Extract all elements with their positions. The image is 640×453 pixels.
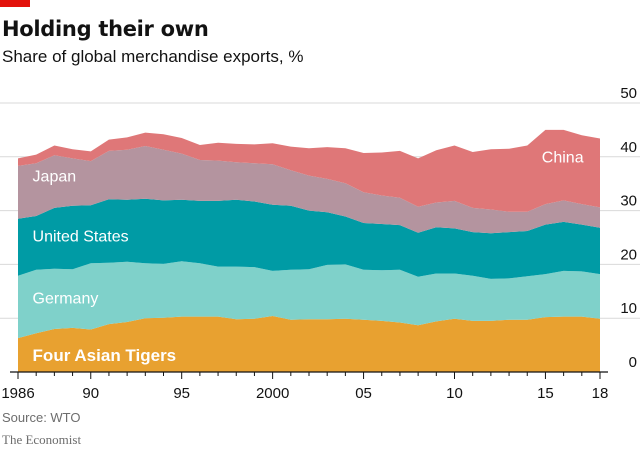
y-tick-label-50: 50 [620, 85, 637, 102]
y-tick-label-20: 20 [620, 246, 637, 263]
brand-label: The Economist [2, 432, 82, 447]
series-label-four-asian-tigers: Four Asian Tigers [33, 346, 177, 365]
area-japan [18, 146, 600, 234]
brand-red-bar [0, 0, 30, 7]
chart-subtitle: Share of global merchandise exports, % [2, 47, 304, 66]
series-label-germany: Germany [33, 291, 99, 308]
areas [18, 129, 600, 372]
source-note: Source: WTO [2, 410, 81, 425]
area-germany [18, 261, 600, 339]
series-label-china: China [542, 150, 584, 167]
x-tick-label-2005: 05 [355, 385, 372, 402]
series-label-japan: Japan [33, 169, 77, 186]
chart-title: Holding their own [2, 17, 209, 41]
x-tick-label-1995: 95 [173, 385, 190, 402]
series-label-united-states: United States [33, 228, 129, 245]
x-tick-label-2010: 10 [446, 385, 463, 402]
x-tick-label-2000: 2000 [256, 385, 289, 402]
axes: 0 10 20 30 40 50 1986 90 95 2000 05 10 15 18 [1, 85, 637, 402]
series-labels: Four Asian Tigers Germany United States Jap… [33, 150, 584, 366]
x-tick-label-1990: 90 [82, 385, 99, 402]
y-tick-label-40: 40 [620, 139, 637, 156]
area-four-asian-tigers [18, 316, 600, 372]
area-united-states [18, 198, 600, 279]
area-china [18, 129, 600, 212]
y-tick-label-30: 30 [620, 193, 637, 210]
x-tick-label-2015: 15 [537, 385, 554, 402]
y-tick-label-0: 0 [629, 354, 637, 371]
x-tick-label-2018: 18 [592, 385, 609, 402]
x-tick-label-1986: 1986 [1, 385, 34, 402]
y-tick-label-10: 10 [620, 300, 637, 317]
